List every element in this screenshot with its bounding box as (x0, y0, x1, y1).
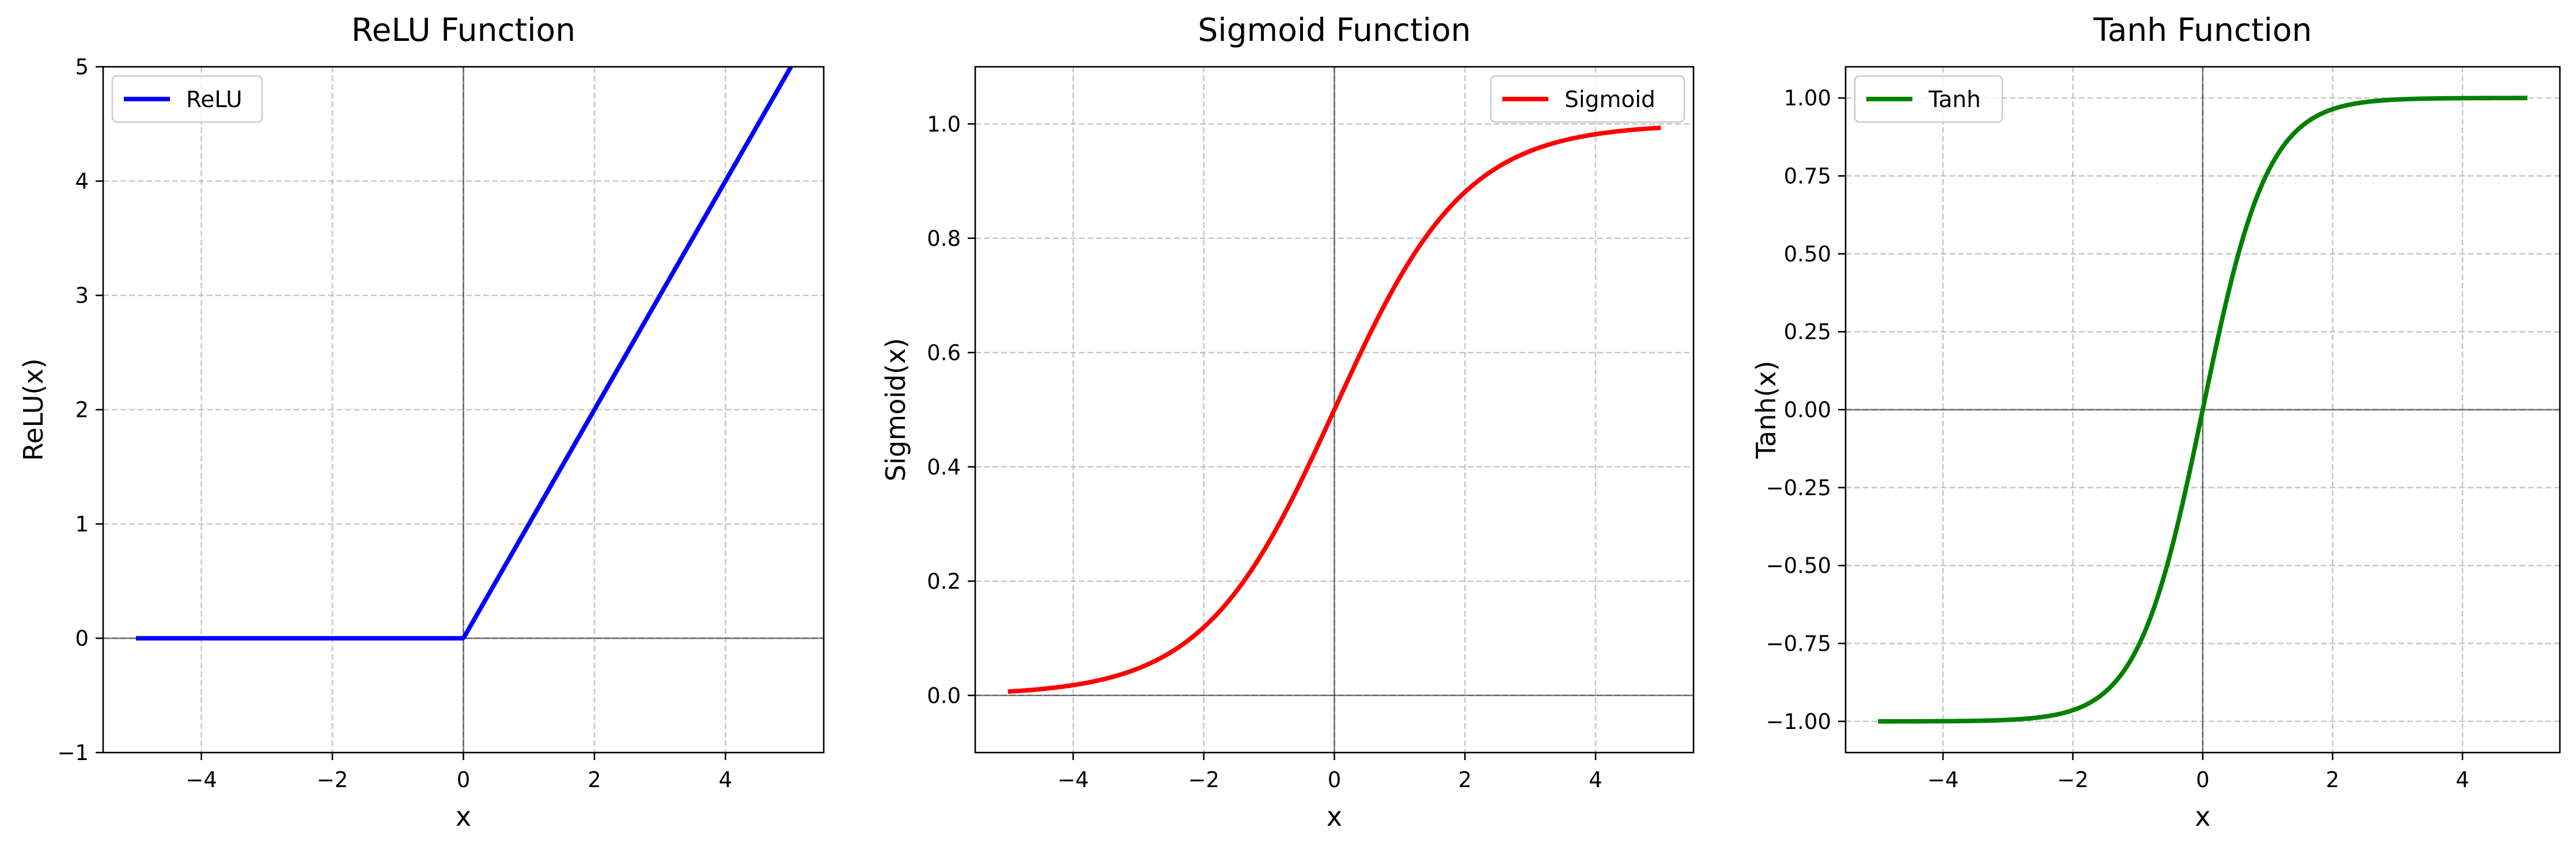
x-tick-label: 4 (2456, 768, 2469, 792)
legend: Sigmoid (1490, 75, 1685, 123)
y-tick-label: 0.6 (927, 340, 961, 365)
y-tick-label: 0.25 (1784, 320, 1831, 344)
x-tick-label: 0 (1328, 768, 1342, 792)
x-tick-label: −4 (185, 768, 217, 792)
y-axis-label: Tanh(x) (1751, 360, 1782, 459)
series-line-relu (135, 67, 793, 641)
x-tick-label: −2 (317, 768, 348, 792)
y-tick-label: 1.0 (927, 112, 961, 136)
y-tick-label: −0.75 (1766, 632, 1831, 656)
y-tick-label: 0.00 (1784, 398, 1831, 423)
x-tick-label: −4 (1927, 768, 1959, 792)
y-tick-label: 0.75 (1784, 164, 1831, 188)
legend-label: Tanh (1928, 87, 1981, 113)
y-tick-label: 3 (75, 283, 89, 308)
chart-title: Tanh Function (2093, 12, 2312, 48)
x-axis-label: x (2195, 801, 2210, 832)
x-tick-label: 2 (1458, 768, 1472, 792)
y-tick-label: −0.25 (1766, 476, 1831, 500)
legend-box (1854, 75, 2003, 123)
x-tick-label: −4 (1058, 768, 1089, 792)
legend: ReLU (111, 75, 263, 123)
x-axis-label: x (1327, 801, 1342, 832)
legend-box (111, 75, 263, 123)
y-tick-label: 0.8 (927, 226, 961, 251)
chart-title: ReLU Function (351, 12, 575, 48)
chart-panel-sigmoid: −4 −2 0 2 4 0.0 0.2 0.4 0.6 0.8 1.0 Sigmoid Functio… (880, 12, 1695, 832)
y-tick-label: 1 (75, 512, 89, 537)
legend-label: ReLU (186, 87, 243, 113)
series-line-sigmoid (1007, 125, 1662, 694)
chart-panel-tanh: −4 −2 0 2 4 −1.00 −0.75 −0.50 −0.25 0.00 0.25 0.50 0… (1751, 12, 2561, 832)
y-tick-label: 4 (75, 169, 89, 194)
y-axis-label: ReLU(x) (18, 358, 49, 461)
y-tick-label: 5 (75, 55, 89, 79)
y-tick-label: 1.00 (1784, 86, 1831, 111)
series-line-tanh (1877, 96, 2528, 724)
y-tick-label: 2 (75, 398, 89, 423)
y-tick-label: −1.00 (1766, 709, 1831, 734)
legend-label: Sigmoid (1564, 87, 1656, 113)
y-tick-label: 0.50 (1784, 242, 1831, 267)
y-tick-label: −0.50 (1766, 553, 1831, 578)
x-tick-label: 2 (2326, 768, 2340, 792)
legend: Tanh (1854, 75, 2003, 123)
x-tick-label: 4 (1589, 768, 1603, 792)
x-tick-label: 0 (2196, 768, 2210, 792)
x-tick-label: 0 (457, 768, 471, 792)
x-tick-label: −2 (1188, 768, 1219, 792)
x-tick-label: 4 (719, 768, 733, 792)
y-tick-label: 0 (75, 626, 89, 651)
y-tick-label: −1 (57, 740, 89, 765)
x-axis-label: x (456, 801, 471, 832)
y-tick-label: 0.0 (927, 683, 961, 708)
y-tick-label: 0.2 (927, 569, 961, 594)
chart-panel-relu: −4 −2 0 2 4 −1 0 1 2 3 4 5 ReLU Function x ReLU(x) ReLU (18, 12, 825, 832)
x-tick-label: −2 (2057, 768, 2089, 792)
y-tick-label: 0.4 (927, 455, 961, 480)
chart-title: Sigmoid Function (1198, 12, 1471, 48)
y-axis-label: Sigmoid(x) (880, 338, 911, 481)
x-tick-label: 2 (588, 768, 601, 792)
legend-box (1490, 75, 1685, 123)
